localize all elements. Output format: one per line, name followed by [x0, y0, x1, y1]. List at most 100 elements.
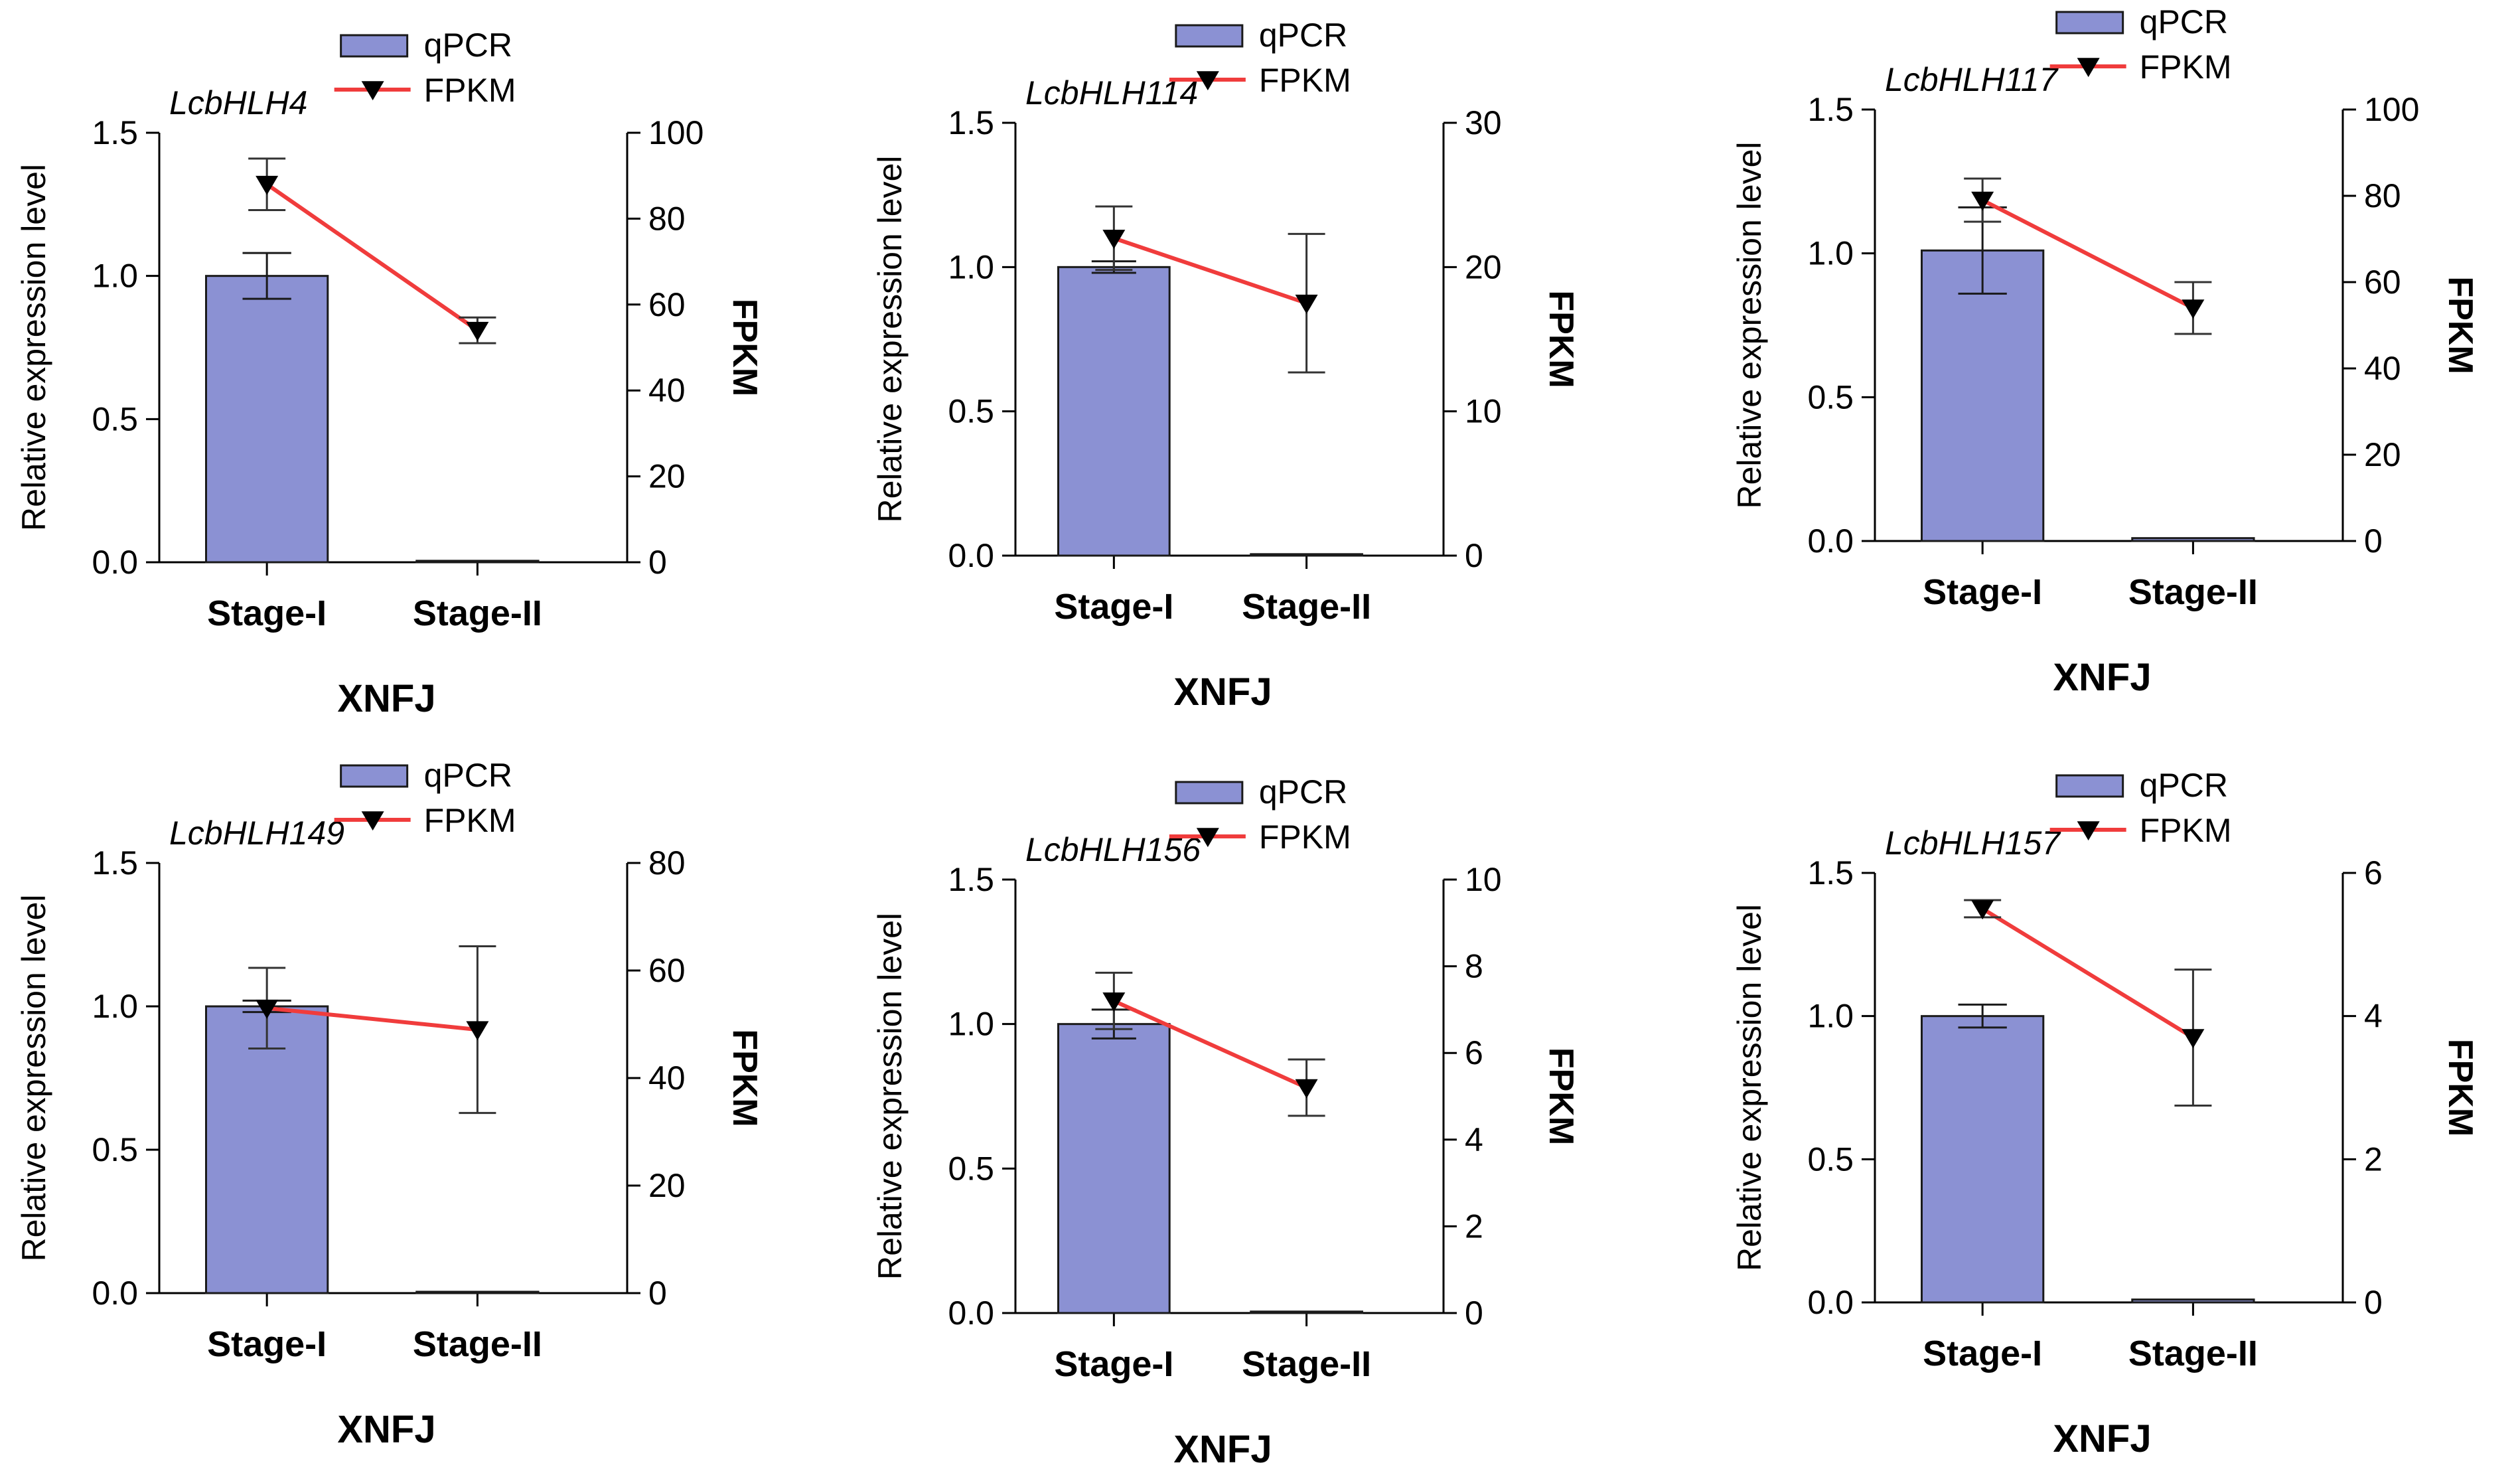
x-tick-label: Stage-I	[207, 593, 327, 633]
y-axis-title: Relative expression level	[15, 894, 52, 1261]
fpkm-line	[1981, 198, 2194, 310]
panel-LcbHLH157: 0.0 0.5 1.0 1.5 0 2 4 6 Stage-I Stage-II Relative …	[1731, 767, 2480, 1460]
y-tick-label: 0.0	[92, 1275, 138, 1312]
bar-qpcr-Stage-I	[205, 1005, 329, 1294]
legend-bar-swatch	[340, 764, 409, 788]
fpkm-point-Stage-I	[1102, 230, 1126, 250]
x-tick-label: Stage-I	[207, 1324, 327, 1364]
y-tick-label: 1.0	[1807, 235, 1854, 272]
y-tick-label: 0.5	[948, 1150, 994, 1187]
panel-LcbHLH156: 0.0 0.5 1.0 1.5 0 2 4 6 8 10 Stage-I Stage-II Relati…	[871, 773, 1580, 1471]
legend-qpcr-label: qPCR	[1259, 773, 1347, 811]
y2-tick-label: 6	[1465, 1034, 1483, 1071]
y2-tick-label: 20	[1465, 248, 1502, 285]
y-tick-label: 0.5	[92, 1131, 138, 1168]
y-axis-title: Relative expression level	[871, 913, 909, 1280]
y-tick-label: 1.0	[948, 248, 994, 285]
legend-bar-swatch	[340, 34, 409, 58]
legend-bar-swatch	[1175, 24, 1244, 48]
y2-axis-title: FPKM	[1542, 290, 1580, 388]
x-tick-label: Stage-I	[1923, 572, 2042, 612]
panel-LcbHLH149: 0.0 0.5 1.0 1.5 0 20 40 60 80 Stage-I Stage-II Rela…	[15, 757, 764, 1451]
y2-tick-label: 80	[2364, 177, 2401, 214]
bar-qpcr-Stage-II	[2131, 1298, 2255, 1304]
y-tick-label: 1.0	[948, 1006, 994, 1043]
x-axis-title: XNFJ	[1173, 1428, 1272, 1471]
fpkm-point-Stage-II	[2182, 299, 2205, 319]
y2-tick-label: 0	[2364, 1284, 2383, 1321]
y-tick-label: 0.5	[1807, 378, 1854, 416]
y2-tick-label: 80	[648, 200, 686, 237]
bar-qpcr-Stage-II	[415, 1290, 540, 1294]
y-tick-label: 0.0	[948, 537, 994, 574]
x-tick-label: Stage-II	[413, 1324, 542, 1364]
y2-tick-label: 40	[648, 1059, 686, 1097]
x-tick-label: Stage-II	[413, 593, 542, 633]
y-tick-label: 0.5	[1807, 1140, 1854, 1178]
y2-tick-label: 40	[648, 372, 686, 409]
y-tick-label: 1.5	[948, 861, 994, 898]
y-axis-title: Relative expression level	[1731, 141, 1768, 508]
fpkm-point-Stage-I	[1971, 191, 1994, 211]
y2-tick-label: 10	[1465, 861, 1502, 898]
y2-axis-title: FPKM	[2441, 276, 2480, 374]
legend-bar-swatch	[1175, 781, 1244, 805]
legend-qpcr-label: qPCR	[424, 757, 512, 794]
y2-tick-label: 10	[1465, 393, 1502, 430]
panel-LcbHLH117: 0.0 0.5 1.0 1.5 0 20 40 60 80 100 Stage-I Stage-II R…	[1731, 3, 2480, 699]
x-tick-label: Stage-I	[1054, 1344, 1173, 1384]
y-axis-title: Relative expression level	[15, 164, 52, 531]
fpkm-point-Stage-II	[466, 321, 489, 341]
x-axis-title: XNFJ	[2053, 656, 2151, 699]
x-axis-title: XNFJ	[2053, 1417, 2151, 1460]
y-tick-label: 0.0	[92, 544, 138, 581]
fpkm-point-Stage-II	[2182, 1029, 2205, 1049]
y-tick-label: 1.5	[948, 104, 994, 141]
legend-bar-swatch	[2055, 11, 2124, 35]
fpkm-line	[1113, 236, 1307, 305]
y-axis-title: Relative expression level	[1731, 904, 1768, 1271]
bar-qpcr-Stage-I	[1057, 1023, 1171, 1314]
fpkm-point-Stage-II	[1295, 1079, 1318, 1099]
legend-fpkm-label: FPKM	[424, 802, 516, 839]
y2-tick-label: 0	[2364, 522, 2383, 560]
y2-tick-label: 80	[648, 844, 686, 882]
x-axis-title: XNFJ	[1173, 670, 1272, 714]
fpkm-point-Stage-I	[256, 999, 279, 1019]
y-tick-label: 1.5	[92, 844, 138, 882]
y2-tick-label: 100	[2364, 91, 2419, 128]
y2-tick-label: 8	[1465, 948, 1483, 985]
y-tick-label: 0.0	[948, 1294, 994, 1332]
fpkm-line	[266, 1006, 478, 1032]
y-tick-label: 1.0	[92, 988, 138, 1025]
y-tick-label: 1.5	[92, 114, 138, 151]
gene-title: LcbHLH4	[169, 84, 307, 121]
x-tick-label: Stage-I	[1923, 1334, 2042, 1373]
y2-tick-label: 4	[2364, 998, 2383, 1035]
fpkm-point-Stage-I	[1102, 992, 1126, 1012]
x-axis-title: XNFJ	[337, 1408, 435, 1451]
bar-qpcr-Stage-II	[1250, 553, 1363, 557]
y2-tick-label: 0	[648, 544, 667, 581]
y2-tick-label: 20	[2364, 436, 2401, 473]
y2-tick-label: 6	[2364, 854, 2383, 892]
y2-tick-label: 20	[648, 458, 686, 495]
y2-tick-label: 60	[648, 286, 686, 323]
y2-tick-label: 40	[2364, 350, 2401, 387]
legend-qpcr-label: qPCR	[1259, 17, 1347, 54]
fpkm-point-Stage-II	[1295, 294, 1318, 314]
y2-tick-label: 30	[1465, 104, 1502, 141]
legend-fpkm-label: FPKM	[2140, 812, 2232, 849]
bar-qpcr-Stage-I	[1921, 1015, 2045, 1304]
legend-fpkm-label: FPKM	[1259, 62, 1351, 99]
gene-title: LcbHLH157	[1885, 824, 2061, 862]
fpkm-point-Stage-I	[1971, 900, 1994, 920]
y-tick-label: 0.5	[948, 393, 994, 430]
fpkm-line	[1113, 999, 1307, 1090]
bar-qpcr-Stage-II	[1250, 1310, 1363, 1314]
fpkm-line	[1981, 907, 2194, 1040]
x-tick-label: Stage-II	[2128, 572, 2258, 612]
y2-axis-title: FPKM	[1542, 1048, 1580, 1145]
y2-tick-label: 0	[1465, 1294, 1483, 1332]
y2-tick-label: 100	[648, 114, 704, 151]
